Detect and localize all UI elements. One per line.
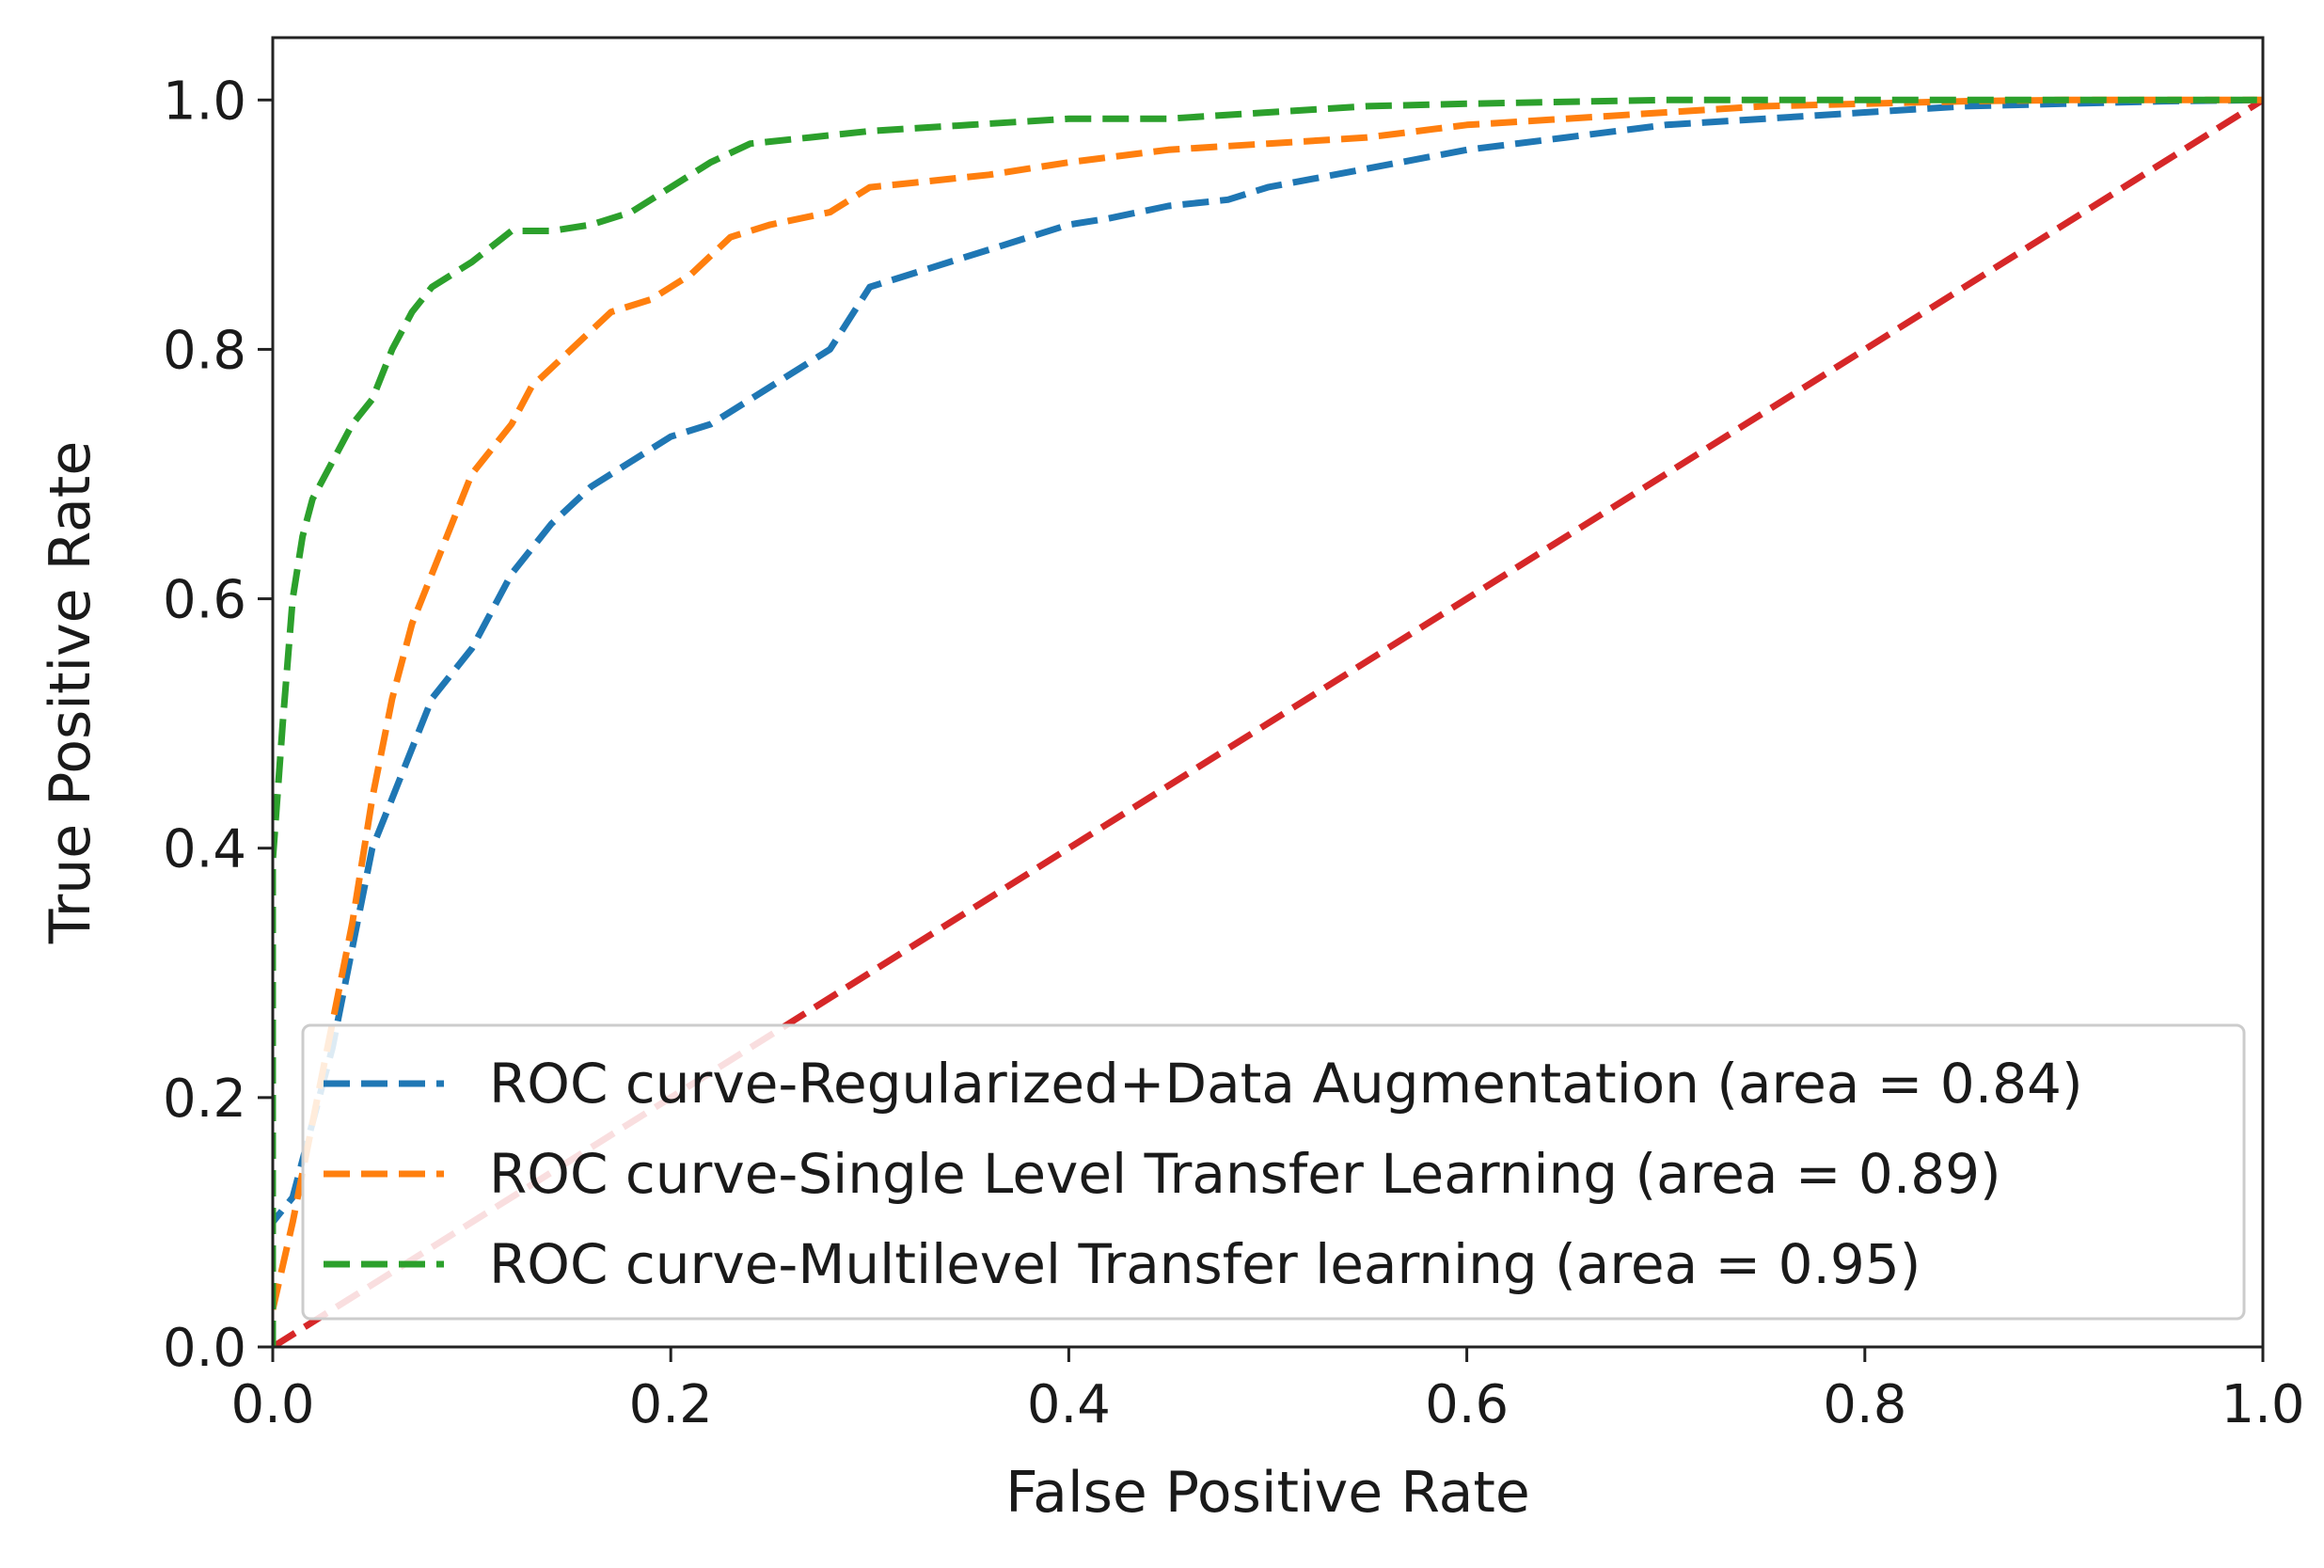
x-tick-label: 0.2: [629, 1374, 713, 1435]
series-line-3: [273, 96, 2263, 1347]
x-tick-label: 0.6: [1425, 1374, 1509, 1435]
x-tick-label: 1.0: [2221, 1374, 2304, 1435]
legend-box: [301, 1023, 2246, 1321]
x-tick-label: 0.8: [1823, 1374, 1906, 1435]
legend-label-1: ROC curve-Regularized+Data Augmentation …: [489, 1052, 2083, 1116]
series-line-1: [273, 96, 2263, 1347]
y-tick-label: 0.4: [163, 819, 246, 880]
x-axis-label: False Positive Rate: [1005, 1460, 1530, 1526]
y-tick-label: 0.2: [163, 1069, 246, 1130]
y-tick-label: 0.8: [163, 320, 246, 381]
axes-frame: [271, 36, 2265, 1349]
x-tick-label: 0.0: [230, 1374, 314, 1435]
legend-label-2: ROC curve-Single Level Transfer Learning…: [489, 1142, 2001, 1206]
series-line-2: [273, 96, 2263, 1347]
y-tick-label: 1.0: [163, 71, 246, 132]
legend-label-3: ROC curve-Multilevel Transfer learning (…: [489, 1232, 1921, 1296]
legend: ROC curve-Regularized+Data Augmentation …: [301, 1023, 2246, 1321]
y-tick-label: 0.0: [163, 1318, 246, 1379]
y-axis-label: True Positive Rate: [38, 441, 103, 944]
axes-layer: 0.0 0.2 0.4 0.6 0.8 1.0 0.0 0.2 0.4 0.6 0.8 1.0 Fals…: [38, 36, 2305, 1526]
x-tick-label: 0.4: [1027, 1374, 1111, 1435]
y-tick-label: 0.6: [163, 570, 246, 631]
